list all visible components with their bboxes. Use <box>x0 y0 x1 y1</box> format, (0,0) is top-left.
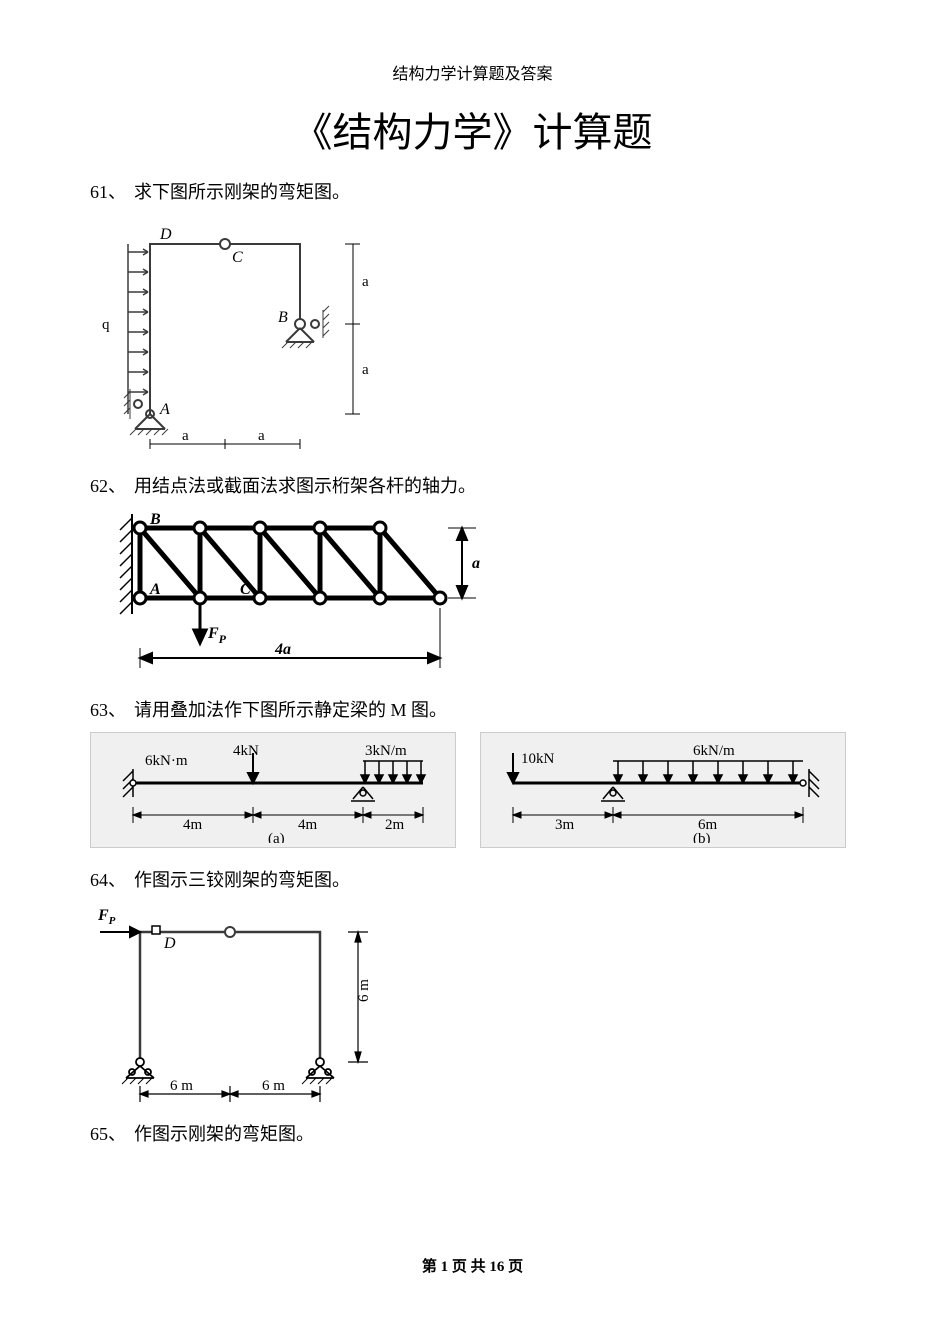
fig63a-d2: 4m <box>298 817 318 833</box>
doc-title: 《结构力学》计算题 <box>90 100 855 158</box>
figure-63a-svg: 6kN·m 4kN 3kN/m 4m 4m 2m (a) <box>103 743 443 843</box>
problem-63-text: 63、请用叠加法作下图所示静定梁的 M 图。 <box>90 696 855 722</box>
footer-page-current: 1 <box>441 1259 449 1275</box>
footer-prefix: 第 <box>422 1259 437 1275</box>
problem-63: 63、请用叠加法作下图所示静定梁的 M 图。 <box>90 696 855 848</box>
problem-61-body: 求下图所示刚架的弯矩图。 <box>134 182 350 202</box>
problem-65: 65、作图示刚架的弯矩图。 <box>90 1120 855 1146</box>
fig63a-moment: 6kN·m <box>145 753 188 769</box>
footer-mid: 页 共 <box>452 1259 486 1275</box>
problem-65-body: 作图示刚架的弯矩图。 <box>134 1124 314 1144</box>
fig61-label-q: q <box>102 317 110 333</box>
page: 结构力学计算题及答案 《结构力学》计算题 61、求下图所示刚架的弯矩图。 <box>0 0 945 1336</box>
problem-64: 64、作图示三铰刚架的弯矩图。 <box>90 866 855 1102</box>
problem-63-num: 63、 <box>90 700 126 720</box>
figure-63b-svg: 10kN 6kN/m 3m 6m (b) <box>493 743 833 843</box>
fig63b-load: 6kN/m <box>693 743 735 759</box>
fig64-label-Fp: FP <box>97 907 116 927</box>
figure-64-svg: FP D 6 m 6 m 6 m <box>90 902 420 1102</box>
fig63b-force: 10kN <box>521 751 555 767</box>
fig61-label-A: A <box>159 401 170 418</box>
fig61-label-C: C <box>232 249 243 266</box>
fig63a-d1: 4m <box>183 817 203 833</box>
fig64-dim-6m-2: 6 m <box>262 1078 285 1094</box>
fig61-dim-a2: a <box>258 428 265 444</box>
problem-62: 62、用结点法或截面法求图示桁架各杆的轴力。 <box>90 472 855 678</box>
fig64-dim-6m-h: 6 m <box>356 979 372 1002</box>
fig63b-label: (b) <box>693 831 711 843</box>
fig61-dim-a4: a <box>362 362 369 378</box>
figure-63a-panel: 6kN·m 4kN 3kN/m 4m 4m 2m (a) <box>90 732 456 848</box>
problem-61-text: 61、求下图所示刚架的弯矩图。 <box>90 178 855 204</box>
fig63a-force: 4kN <box>233 743 259 759</box>
problem-62-num: 62、 <box>90 476 126 496</box>
figure-63: 6kN·m 4kN 3kN/m 4m 4m 2m (a) <box>90 732 855 848</box>
fig64-dim-6m-1: 6 m <box>170 1078 193 1094</box>
problem-63-body: 请用叠加法作下图所示静定梁的 M 图。 <box>134 700 447 720</box>
figure-62: B A C FP 4a a <box>90 508 855 678</box>
fig63a-load: 3kN/m <box>365 743 407 759</box>
fig61-label-D: D <box>159 226 172 243</box>
doc-header: 结构力学计算题及答案 <box>90 60 855 84</box>
fig63a-d3: 2m <box>385 817 405 833</box>
fig64-label-D: D <box>163 935 176 952</box>
fig61-dim-a3: a <box>362 274 369 290</box>
fig61-dim-a1: a <box>182 428 189 444</box>
fig63a-label: (a) <box>268 831 285 843</box>
page-footer: 第 1 页 共 16 页 <box>0 1255 945 1276</box>
problem-64-text: 64、作图示三铰刚架的弯矩图。 <box>90 866 855 892</box>
fig62-label-A: A <box>149 581 161 598</box>
figure-62-svg: B A C FP 4a a <box>90 508 490 678</box>
footer-suffix: 页 <box>508 1259 523 1275</box>
problem-65-num: 65、 <box>90 1124 126 1144</box>
fig61-label-B: B <box>278 309 288 326</box>
figure-61: D C B A q a a a a <box>90 214 855 454</box>
problem-64-num: 64、 <box>90 870 126 890</box>
problem-62-body: 用结点法或截面法求图示桁架各杆的轴力。 <box>134 476 476 496</box>
problem-65-text: 65、作图示刚架的弯矩图。 <box>90 1120 855 1146</box>
fig62-dim-4a: 4a <box>274 641 291 658</box>
problem-61: 61、求下图所示刚架的弯矩图。 <box>90 178 855 454</box>
fig62-label-Fp: FP <box>207 625 227 646</box>
fig62-dim-a: a <box>472 555 480 572</box>
problem-62-text: 62、用结点法或截面法求图示桁架各杆的轴力。 <box>90 472 855 498</box>
problem-64-body: 作图示三铰刚架的弯矩图。 <box>134 870 350 890</box>
fig62-label-B: B <box>149 511 161 528</box>
problem-61-num: 61、 <box>90 182 126 202</box>
figure-63b-panel: 10kN 6kN/m 3m 6m (b) <box>480 732 846 848</box>
figure-64: FP D 6 m 6 m 6 m <box>90 902 855 1102</box>
footer-page-total: 16 <box>489 1259 504 1275</box>
figure-61-svg: D C B A q a a a a <box>90 214 400 454</box>
fig62-label-C: C <box>240 581 251 598</box>
fig63b-d1: 3m <box>555 817 575 833</box>
